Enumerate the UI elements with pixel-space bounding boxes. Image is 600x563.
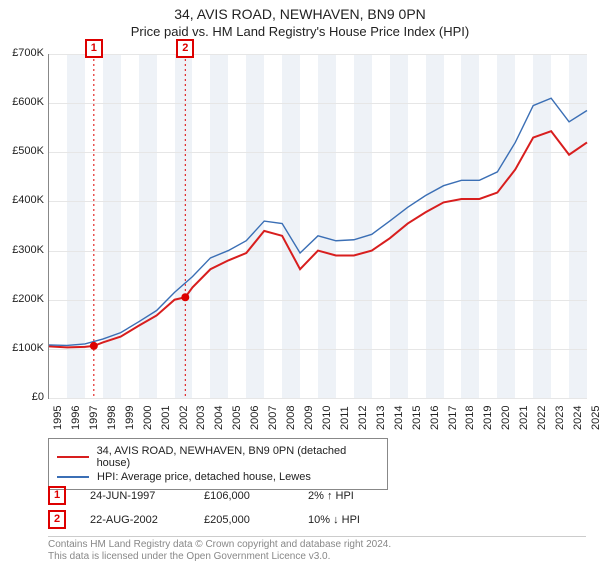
legend-item: HPI: Average price, detached house, Lewe… — [57, 471, 379, 483]
x-tick-label: 2021 — [518, 406, 530, 430]
x-tick-label: 2006 — [249, 406, 261, 430]
chart-container: 34, AVIS ROAD, NEWHAVEN, BN9 0PN Price p… — [0, 0, 600, 560]
footer: Contains HM Land Registry data © Crown c… — [48, 536, 586, 563]
x-tick-label: 2018 — [464, 406, 476, 430]
legend-swatch — [57, 456, 89, 458]
x-tick-label: 1995 — [52, 406, 64, 430]
y-tick-label: £700K — [0, 47, 44, 59]
sale-badge: 1 — [48, 486, 66, 505]
x-tick-label: 2024 — [572, 406, 584, 430]
sale-price: £205,000 — [204, 514, 284, 526]
x-tick-label: 2017 — [447, 406, 459, 430]
y-tick-label: £100K — [0, 342, 44, 354]
x-tick-label: 2012 — [357, 406, 369, 430]
x-tick-label: 2003 — [195, 406, 207, 430]
legend-label: HPI: Average price, detached house, Lewe… — [97, 471, 311, 483]
x-tick-label: 2010 — [321, 406, 333, 430]
sale-badge: 2 — [48, 510, 66, 529]
chart-sale-badge: 1 — [85, 39, 103, 58]
sale-price: £106,000 — [204, 490, 284, 502]
y-tick-label: £600K — [0, 96, 44, 108]
legend-label: 34, AVIS ROAD, NEWHAVEN, BN9 0PN (detach… — [97, 445, 379, 469]
x-tick-label: 1998 — [106, 406, 118, 430]
x-tick-label: 2000 — [142, 406, 154, 430]
x-tick-label: 2008 — [285, 406, 297, 430]
x-tick-label: 2013 — [375, 406, 387, 430]
x-tick-label: 1999 — [124, 406, 136, 430]
x-tick-label: 2016 — [429, 406, 441, 430]
y-tick-label: £300K — [0, 244, 44, 256]
legend-item: 34, AVIS ROAD, NEWHAVEN, BN9 0PN (detach… — [57, 445, 379, 469]
sale-delta: 10% ↓ HPI — [308, 514, 360, 526]
sale-row: 2 22-AUG-2002 £205,000 10% ↓ HPI — [48, 510, 360, 529]
x-tick-label: 2025 — [590, 406, 600, 430]
footer-line: Contains HM Land Registry data © Crown c… — [48, 539, 586, 551]
x-tick-label: 1997 — [88, 406, 100, 430]
x-tick-label: 2022 — [536, 406, 548, 430]
x-tick-label: 2015 — [411, 406, 423, 430]
title-address: 34, AVIS ROAD, NEWHAVEN, BN9 0PN — [0, 6, 600, 22]
legend: 34, AVIS ROAD, NEWHAVEN, BN9 0PN (detach… — [48, 438, 388, 490]
chart-plot-area: 12 — [48, 54, 587, 399]
x-tick-label: 2009 — [303, 406, 315, 430]
x-tick-label: 2020 — [500, 406, 512, 430]
x-tick-label: 2014 — [393, 406, 405, 430]
x-tick-label: 2004 — [213, 406, 225, 430]
x-tick-label: 2005 — [231, 406, 243, 430]
y-tick-label: £0 — [0, 391, 44, 403]
x-tick-label: 1996 — [70, 406, 82, 430]
y-tick-label: £200K — [0, 293, 44, 305]
x-tick-label: 2007 — [267, 406, 279, 430]
sale-row: 1 24-JUN-1997 £106,000 2% ↑ HPI — [48, 486, 354, 505]
x-tick-label: 2011 — [339, 406, 351, 430]
y-tick-label: £400K — [0, 194, 44, 206]
x-tick-label: 2023 — [554, 406, 566, 430]
legend-swatch — [57, 476, 89, 478]
footer-line: This data is licensed under the Open Gov… — [48, 551, 586, 563]
y-tick-label: £500K — [0, 145, 44, 157]
sale-delta: 2% ↑ HPI — [308, 490, 354, 502]
sale-date: 24-JUN-1997 — [90, 490, 180, 502]
chart-sale-badge: 2 — [176, 39, 194, 58]
x-tick-label: 2002 — [178, 406, 190, 430]
titles: 34, AVIS ROAD, NEWHAVEN, BN9 0PN Price p… — [0, 0, 600, 39]
sale-date: 22-AUG-2002 — [90, 514, 180, 526]
x-tick-label: 2019 — [482, 406, 494, 430]
x-tick-label: 2001 — [160, 406, 172, 430]
title-subtitle: Price paid vs. HM Land Registry's House … — [0, 24, 600, 39]
